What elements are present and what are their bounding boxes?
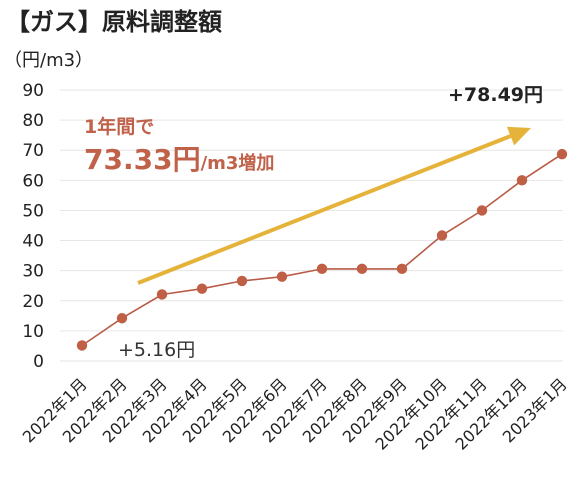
gridlines bbox=[60, 89, 563, 362]
y-tick-label: 60 bbox=[22, 171, 44, 191]
y-tick-label: 20 bbox=[22, 292, 44, 312]
increase-period-label: 1年間で bbox=[84, 115, 154, 138]
increase-amount-value: 73.33円 bbox=[84, 143, 201, 176]
data-point bbox=[196, 283, 208, 294]
data-point bbox=[396, 263, 408, 275]
y-tick-label: 80 bbox=[22, 111, 44, 131]
trend-arrow-head bbox=[506, 126, 531, 146]
data-point bbox=[516, 175, 528, 186]
x-axis-ticks: 2022年1月2022年2月2022年3月2022年4月2022年5月2022年… bbox=[19, 374, 571, 453]
data-point bbox=[476, 205, 488, 216]
series-layer bbox=[76, 148, 568, 351]
data-point bbox=[76, 340, 88, 351]
y-tick-label: 90 bbox=[22, 81, 44, 101]
increase-amount-suffix: /m3増加 bbox=[201, 152, 275, 174]
chart-title: 【ガス】原料調整額 bbox=[6, 8, 222, 36]
increase-amount-label: 73.33円/m3増加 bbox=[84, 143, 274, 176]
data-point bbox=[156, 289, 168, 300]
end-value-label: +78.49円 bbox=[448, 84, 543, 106]
data-point bbox=[556, 148, 568, 160]
data-point bbox=[116, 313, 128, 324]
data-point bbox=[236, 275, 248, 287]
y-tick-label: 10 bbox=[22, 322, 44, 342]
data-point bbox=[356, 263, 368, 275]
y-tick-label: 70 bbox=[22, 141, 44, 161]
data-point bbox=[436, 230, 448, 241]
data-point bbox=[316, 263, 328, 275]
data-point bbox=[276, 271, 288, 282]
y-tick-label: 0 bbox=[33, 352, 44, 372]
start-value-label: +5.16円 bbox=[118, 339, 195, 361]
trend-arrow bbox=[137, 126, 531, 285]
trend-arrow-shaft bbox=[137, 134, 512, 285]
y-axis-unit-label: （円/m3） bbox=[4, 50, 93, 71]
y-tick-label: 50 bbox=[22, 201, 44, 221]
y-tick-label: 40 bbox=[22, 232, 44, 252]
y-tick-label: 30 bbox=[22, 262, 44, 282]
y-axis-ticks: 0 10 20 30 40 50 60 70 80 90 bbox=[22, 81, 44, 372]
series-line bbox=[81, 153, 563, 347]
